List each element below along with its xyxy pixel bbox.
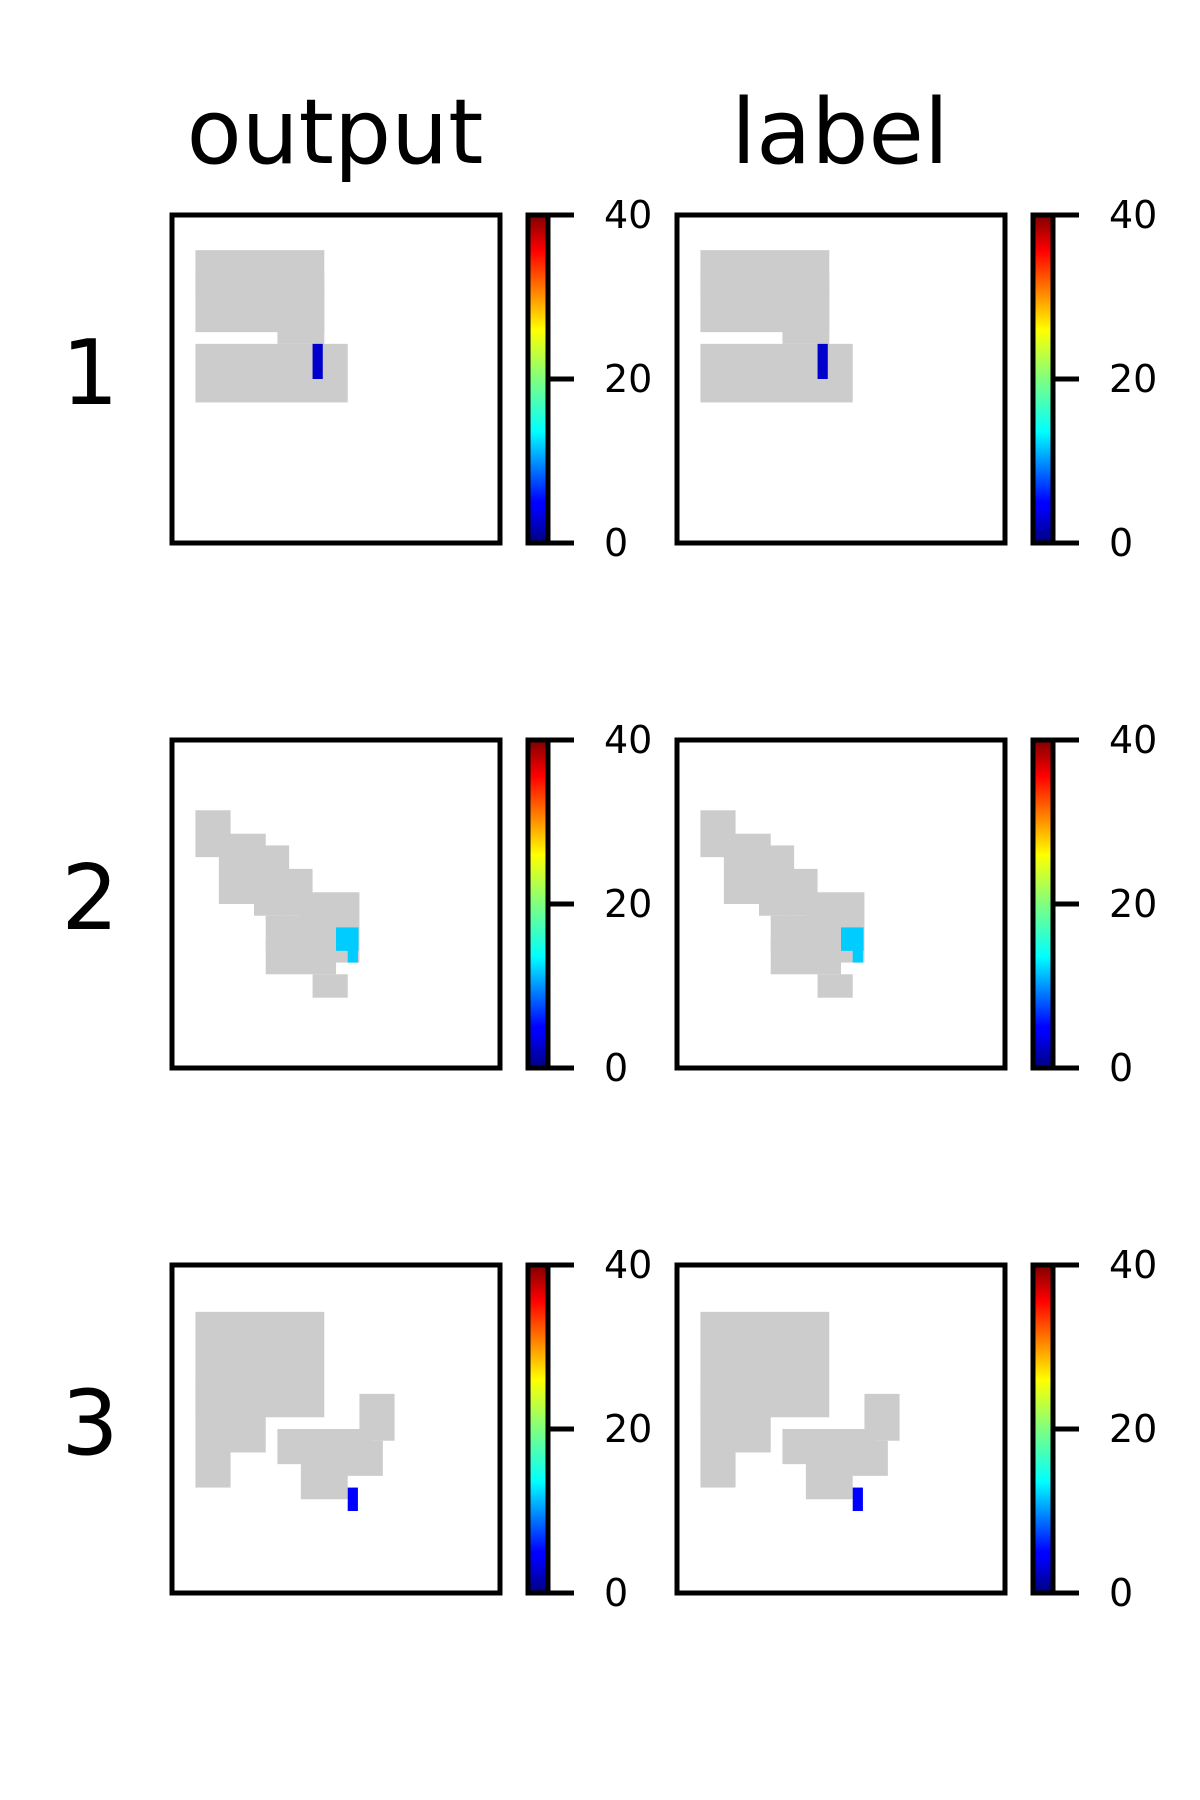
colorbar-tick-label-0: 0 <box>1109 1046 1133 1090</box>
colorbar-tick-label-40: 40 <box>604 718 652 762</box>
panel-output-3: 0 20 40 <box>172 1243 652 1615</box>
value-highlight-1 <box>336 927 359 950</box>
colorbar-output-2 <box>528 740 548 1068</box>
colorbar-tick-label-20: 20 <box>604 357 652 401</box>
colorbar-label-2 <box>1033 740 1053 1068</box>
colorbar-tick-label-0: 0 <box>604 1046 628 1090</box>
colorbar-tick-label-0: 0 <box>1109 1571 1133 1615</box>
panel-output-2: 0 20 40 <box>172 718 652 1090</box>
colorbar-tick-label-40: 40 <box>1109 718 1157 762</box>
panel-output-1: 0 20 40 <box>172 193 652 565</box>
colorbar-output-3 <box>528 1265 548 1593</box>
panel-label-2: 0 20 40 <box>677 718 1157 1090</box>
digit-mask-cell-6 <box>806 1452 853 1499</box>
colorbar-tick-label-40: 40 <box>1109 193 1157 237</box>
digit-mask-cell-2 <box>219 1382 266 1452</box>
value-highlight-1 <box>841 927 864 950</box>
panel-label-3: 0 20 40 <box>677 1243 1157 1615</box>
colorbar-tick-label-40: 40 <box>1109 1243 1157 1287</box>
colorbar-tick-label-40: 40 <box>604 193 652 237</box>
colorbar-tick-label-0: 0 <box>604 521 628 565</box>
colorbar-tick-label-20: 20 <box>1109 882 1157 926</box>
column-title-output: output <box>187 80 484 185</box>
digit-mask-cell-2 <box>277 285 324 344</box>
colorbar-output-1 <box>528 215 548 543</box>
colorbar-tick-label-40: 40 <box>604 1243 652 1287</box>
value-highlight-0 <box>818 344 828 379</box>
digit-mask-cell-6 <box>301 1452 348 1499</box>
colorbar-tick-label-20: 20 <box>604 882 652 926</box>
value-highlight-0 <box>313 344 323 379</box>
digit-mask-cell-7 <box>818 974 853 997</box>
value-highlight-0 <box>853 1488 863 1511</box>
value-highlight-0 <box>348 1488 358 1511</box>
colorbar-tick-label-20: 20 <box>1109 357 1157 401</box>
colorbar-label-1 <box>1033 215 1053 543</box>
digit-mask-cell-5 <box>864 1394 899 1441</box>
digit-mask-cell-7 <box>313 974 348 997</box>
digit-mask-cell-5 <box>359 1394 394 1441</box>
row-label-1: 1 <box>61 321 118 426</box>
row-label-3: 3 <box>61 1371 118 1476</box>
panels-layer: 0 20 40 0 20 40 0 20 40 0 20 40 0 20 40 0 20 40 <box>172 193 1157 1615</box>
colorbar-label-3 <box>1033 1265 1053 1593</box>
colorbar-tick-label-0: 0 <box>604 1571 628 1615</box>
digit-mask-cell-2 <box>724 1382 771 1452</box>
digit-mask-cell-6 <box>266 939 313 951</box>
digit-mask-cell-6 <box>771 939 818 951</box>
digit-mask-cell-3 <box>700 344 852 403</box>
colorbar-tick-label-20: 20 <box>604 1407 652 1451</box>
row-label-2: 2 <box>61 846 118 951</box>
colorbar-tick-label-0: 0 <box>1109 521 1133 565</box>
colorbar-tick-label-20: 20 <box>1109 1407 1157 1451</box>
panel-label-1: 0 20 40 <box>677 193 1157 565</box>
column-title-label: label <box>731 80 949 185</box>
digit-mask-cell-3 <box>195 344 347 403</box>
digit-mask-cell-2 <box>782 285 829 344</box>
